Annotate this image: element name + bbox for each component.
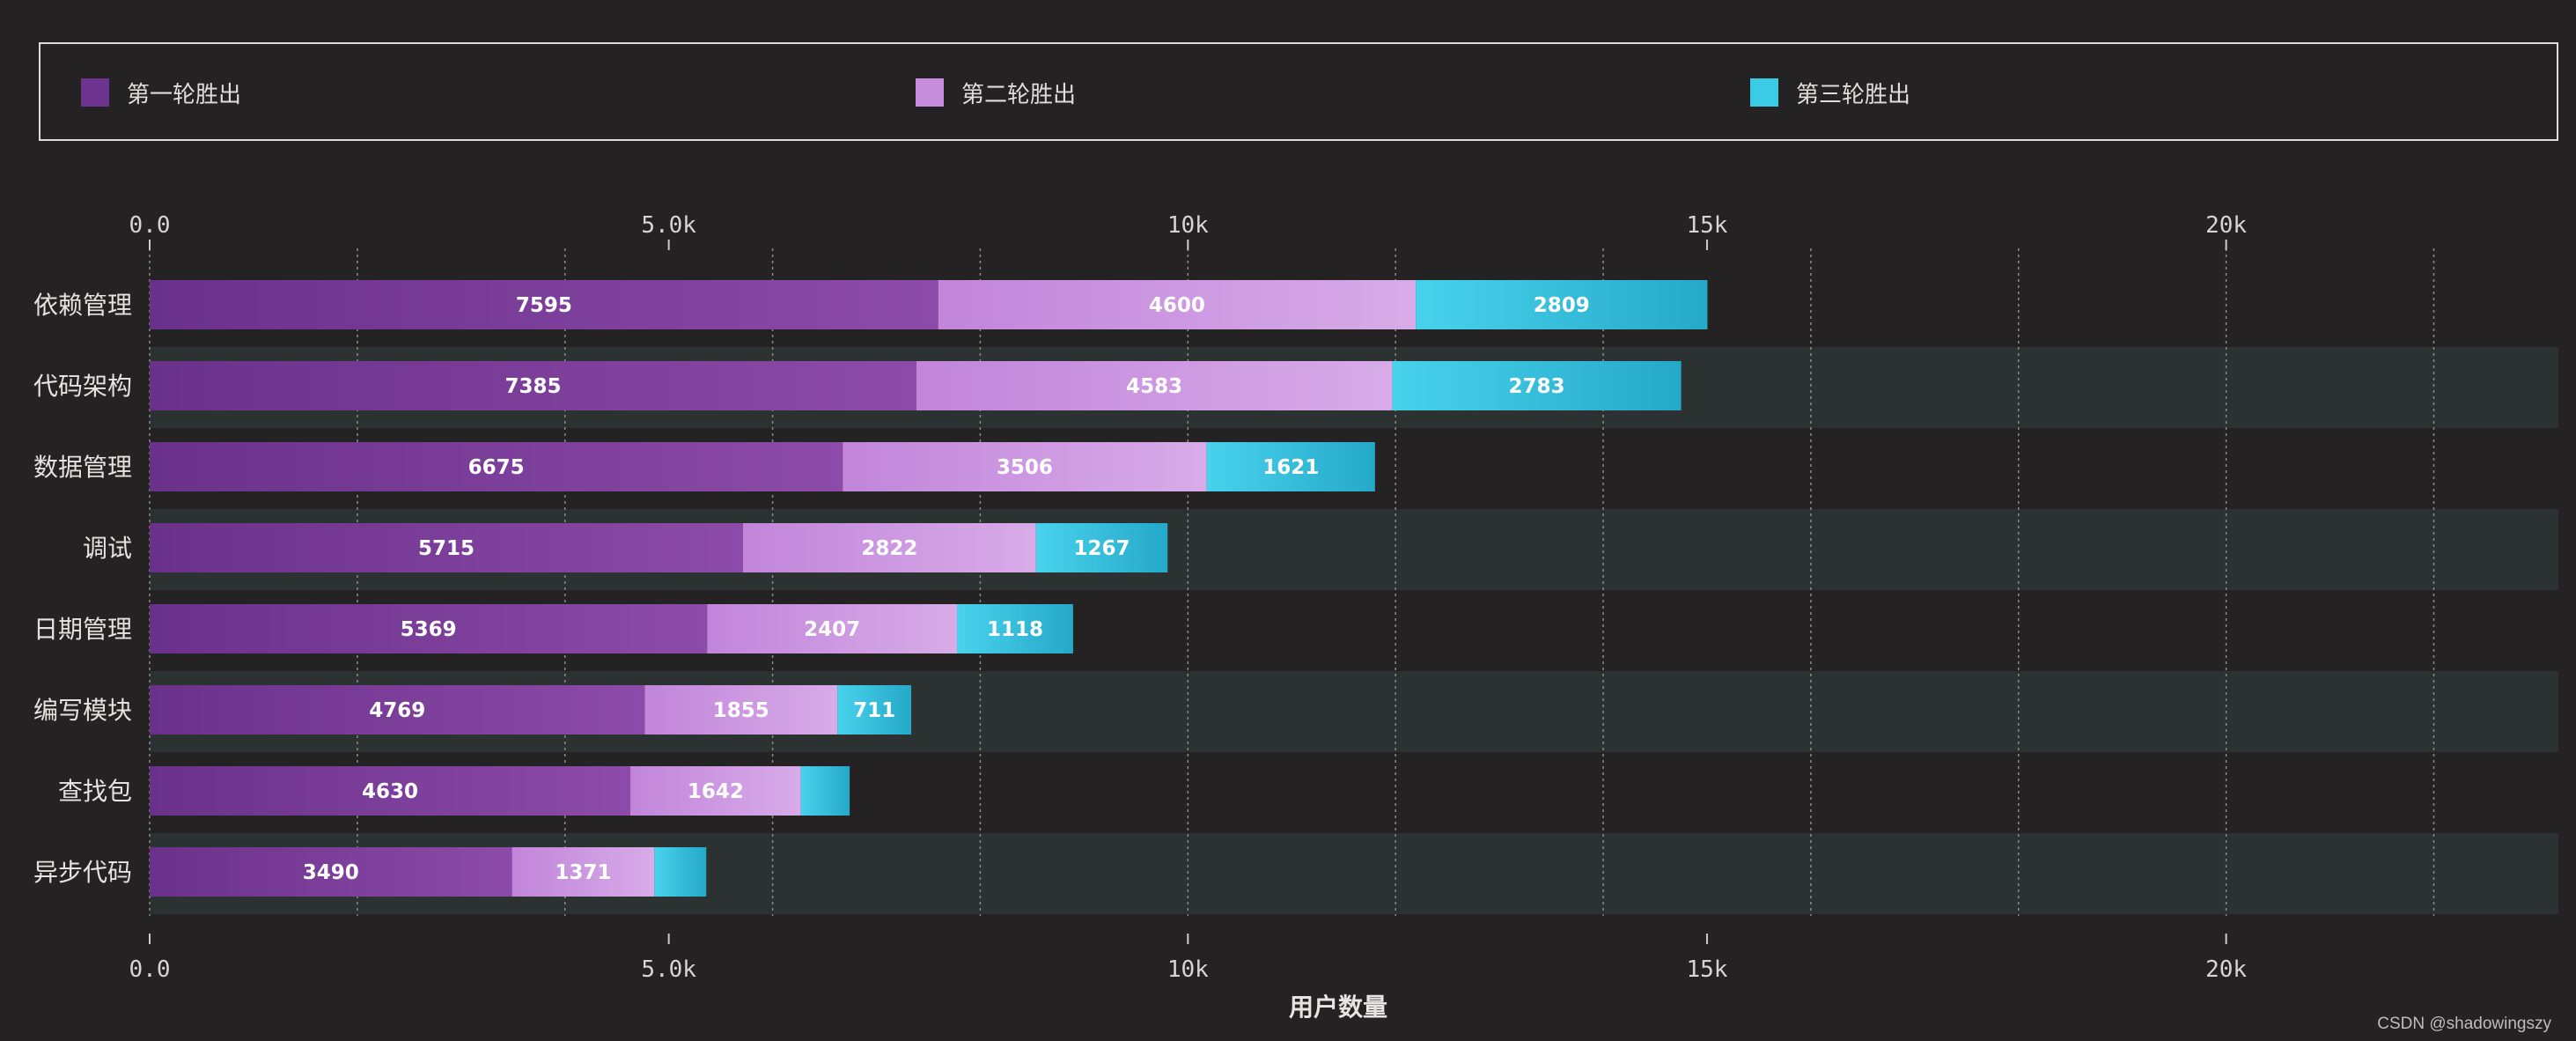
data-label: 3506 (997, 456, 1053, 479)
x-tick-label-bottom: 15k (1686, 956, 1727, 983)
bar-segment-series2 (707, 604, 958, 653)
category-label: 日期管理 (33, 615, 132, 644)
legend-item-round1[interactable]: 第一轮胜出 (81, 78, 242, 108)
data-label: 2822 (861, 537, 917, 560)
data-label: 4769 (369, 699, 425, 722)
data-label: 1855 (713, 699, 769, 722)
x-tick-label-bottom: 20k (2205, 956, 2247, 983)
x-tick-label-top: 20k (2205, 212, 2247, 239)
x-tick-label-top: 10k (1167, 212, 1209, 239)
bar-segment-series3 (957, 604, 1073, 653)
legend-swatch-round1 (81, 78, 109, 107)
data-label: 2783 (1508, 375, 1564, 398)
data-label: 4583 (1126, 375, 1182, 398)
bar-segment-series1 (150, 604, 708, 653)
bar-segment-series2 (843, 442, 1207, 491)
x-tick-label-bottom: 5.0k (641, 956, 696, 983)
bar-segment-series3 (1392, 361, 1682, 410)
legend-label-round1: 第一轮胜出 (127, 81, 242, 108)
bar-segment-series3 (800, 766, 850, 816)
data-label: 6675 (468, 456, 525, 479)
data-label: 4600 (1149, 294, 1205, 317)
category-label: 编写模块 (33, 696, 132, 725)
x-tick-label-top: 15k (1686, 212, 1727, 239)
bar-segment-series2 (742, 523, 1036, 572)
legend-label-round3: 第三轮胜出 (1796, 81, 1911, 108)
data-label: 1267 (1073, 537, 1130, 560)
category-label: 查找包 (58, 777, 132, 806)
bar-segment-series1 (150, 685, 645, 735)
x-tick-label-bottom: 0.0 (129, 956, 171, 983)
bar-segment-series3 (1035, 523, 1168, 572)
data-label: 3490 (303, 861, 359, 884)
x-tick-label-top: 0.0 (129, 212, 171, 239)
data-label: 1371 (555, 861, 611, 884)
bar-segment-series3 (654, 847, 707, 897)
watermark: CSDN @shadowingszy (2377, 1015, 2551, 1033)
data-label: 711 (853, 699, 895, 722)
bar-segment-series2 (916, 361, 1393, 410)
x-tick-label-bottom: 10k (1167, 956, 1209, 983)
category-label: 依赖管理 (33, 291, 132, 320)
legend-item-round2[interactable]: 第二轮胜出 (916, 78, 1077, 108)
data-label: 1642 (688, 780, 744, 803)
data-label: 4630 (362, 780, 418, 803)
bar-segment-series3 (837, 685, 912, 735)
category-label: 数据管理 (33, 453, 132, 482)
bar-segment-series2 (938, 280, 1417, 329)
data-label: 1621 (1262, 456, 1319, 479)
x-tick-label-top: 5.0k (641, 212, 696, 239)
legend-swatch-round2 (916, 78, 944, 107)
x-axis-title: 用户数量 (1289, 993, 1387, 1022)
legend: 第一轮胜出 第二轮胜出 第三轮胜出 (39, 42, 2558, 141)
legend-swatch-round3 (1750, 78, 1778, 107)
category-label: 代码架构 (33, 372, 132, 401)
bar-segment-series2 (644, 685, 838, 735)
bar-segment-series1 (150, 361, 916, 410)
bar-segment-series1 (150, 847, 512, 897)
data-label: 7595 (516, 294, 572, 317)
data-label: 1118 (987, 618, 1043, 641)
bar-segment-series1 (150, 280, 938, 329)
category-label: 调试 (83, 534, 132, 563)
bar-segment-series1 (150, 766, 631, 816)
legend-label-round2: 第二轮胜出 (961, 81, 1077, 108)
category-label: 异步代码 (33, 858, 132, 887)
data-label: 2809 (1534, 294, 1590, 317)
bar-segment-series3 (1206, 442, 1375, 491)
bar-segment-series1 (150, 442, 843, 491)
bar-segment-series2 (630, 766, 801, 816)
data-label: 5715 (418, 537, 475, 560)
legend-item-round3[interactable]: 第三轮胜出 (1750, 78, 1911, 108)
bar-segment-series3 (1416, 280, 1708, 329)
data-label: 2407 (804, 618, 860, 641)
data-label: 7385 (504, 375, 561, 398)
data-label: 5369 (401, 618, 457, 641)
bar-segment-series1 (150, 523, 743, 572)
bar-segment-series2 (512, 847, 655, 897)
